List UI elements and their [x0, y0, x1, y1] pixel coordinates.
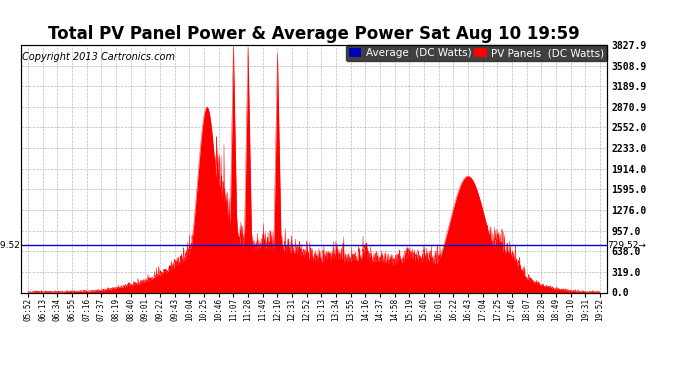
Legend: Average  (DC Watts), PV Panels  (DC Watts): Average (DC Watts), PV Panels (DC Watts) [346, 45, 607, 61]
Text: Copyright 2013 Cartronics.com: Copyright 2013 Cartronics.com [22, 53, 175, 62]
Text: 729.52→: 729.52→ [607, 241, 646, 250]
Text: ←729.52: ←729.52 [0, 241, 21, 250]
Title: Total PV Panel Power & Average Power Sat Aug 10 19:59: Total PV Panel Power & Average Power Sat… [48, 26, 580, 44]
